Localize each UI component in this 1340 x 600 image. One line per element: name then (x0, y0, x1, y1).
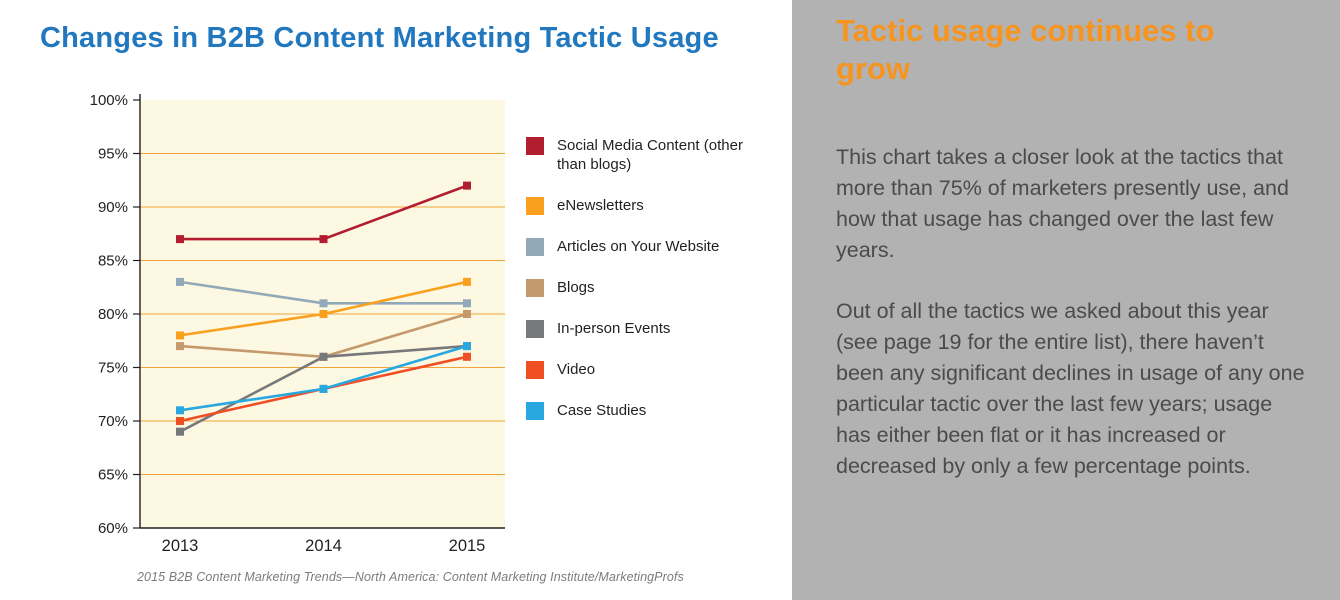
legend-label: In-person Events (557, 320, 671, 337)
legend-label: Articles on Your Website (557, 238, 720, 255)
x-axis-labels: 2013 2014 2015 (162, 537, 486, 555)
svg-text:70%: 70% (98, 413, 128, 430)
legend-label: eNewsletters (557, 197, 644, 214)
legend-item: In-person Events (526, 319, 749, 338)
series-lines (176, 181, 471, 436)
panel-heading: Tactic usage continues to grow (836, 13, 1215, 86)
legend-label: Social Media Content (other than blogs) (557, 137, 743, 173)
panel-text: This chart takes a closer look at the ta… (836, 142, 1305, 482)
legend-item: Social Media Content (other than blogs) (526, 136, 749, 174)
svg-text:65%: 65% (98, 467, 128, 484)
legend-swatch (526, 361, 544, 379)
panel-paragraph-1: This chart takes a closer look at the ta… (836, 145, 1289, 262)
legend-label: Blogs (557, 279, 595, 296)
svg-text:2015: 2015 (449, 537, 486, 555)
axes (139, 94, 505, 529)
line-chart: 60% 65% 70% 75% 80% 85% 90% 95% 100% 2013 2014 2015 (90, 92, 505, 555)
svg-text:100%: 100% (90, 92, 128, 109)
panel-paragraph-2: Out of all the tactics we asked about th… (836, 299, 1305, 478)
legend-item: Case Studies (526, 401, 749, 420)
svg-text:90%: 90% (98, 199, 128, 216)
svg-text:60%: 60% (98, 520, 128, 537)
legend-swatch (526, 320, 544, 338)
legend-swatch (526, 279, 544, 297)
svg-text:75%: 75% (98, 360, 128, 377)
source-caption: 2015 B2B Content Marketing Trends—North … (137, 570, 684, 584)
legend-swatch (526, 402, 544, 420)
legend-item: Blogs (526, 278, 749, 297)
legend-swatch (526, 197, 544, 215)
legend-item: eNewsletters (526, 196, 749, 215)
page-title: Changes in B2B Content Marketing Tactic … (40, 22, 719, 54)
svg-text:95%: 95% (98, 146, 128, 163)
svg-text:85%: 85% (98, 253, 128, 270)
legend-swatch (526, 238, 544, 256)
sidebar-panel: Tactic usage continues to grow This char… (792, 0, 1340, 600)
legend-label: Case Studies (557, 402, 647, 419)
legend-item: Video (526, 360, 749, 379)
svg-text:2014: 2014 (305, 537, 342, 555)
svg-text:80%: 80% (98, 306, 128, 323)
y-axis-labels: 60% 65% 70% 75% 80% 85% 90% 95% 100% (90, 92, 140, 537)
chart-legend: Social Media Content (other than blogs) e… (526, 136, 749, 420)
legend-swatch (526, 137, 544, 155)
svg-text:2013: 2013 (162, 537, 199, 555)
legend-label: Video (557, 361, 596, 378)
legend-item: Articles on Your Website (526, 237, 749, 256)
